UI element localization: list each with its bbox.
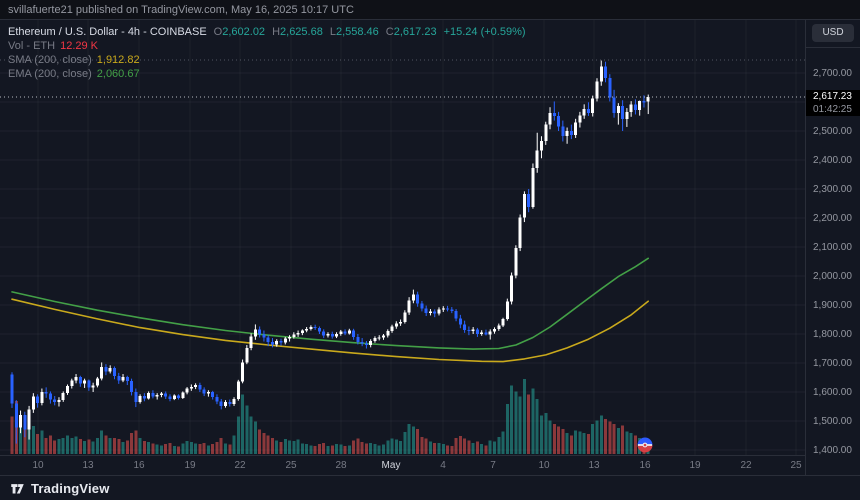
publish-info: svillafuerte21 published on TradingView.…: [8, 3, 354, 16]
chart-area[interactable]: Ethereum / U.S. Dollar - 4h - COINBASE O2…: [0, 20, 805, 475]
chart-main: Ethereum / U.S. Dollar - 4h - COINBASE O2…: [0, 20, 860, 475]
time-tick: 22: [234, 460, 246, 471]
price-tick: 1,900.00: [813, 300, 852, 311]
price-tick: 1,800.00: [813, 329, 852, 340]
sticker-icon: [637, 437, 653, 453]
price-tick: 2,500.00: [813, 126, 852, 137]
price-tick: 2,100.00: [813, 242, 852, 253]
price-tick: 1,500.00: [813, 416, 852, 427]
footer-bar: TradingView: [0, 475, 860, 500]
price-tick: 2,400.00: [813, 155, 852, 166]
time-tick: 4: [440, 460, 446, 471]
price-tick: 2,700.00: [813, 68, 852, 79]
time-tick: 19: [184, 460, 196, 471]
tradingview-logo-icon: [11, 483, 24, 493]
time-tick: 16: [639, 460, 651, 471]
time-tick: 25: [790, 460, 802, 471]
price-tick: 2,000.00: [813, 271, 852, 282]
time-tick: 13: [82, 460, 94, 471]
publish-info-bar: svillafuerte21 published on TradingView.…: [0, 0, 860, 20]
bar-countdown: 01:42:25: [813, 104, 852, 115]
price-axis[interactable]: USD 2,617.23 01:42:25 2,700.002,600.002,…: [805, 20, 860, 475]
time-tick: 10: [32, 460, 44, 471]
currency-button[interactable]: USD: [812, 24, 854, 42]
time-axis[interactable]: 10 13 16 19 22 25 28 May 4 7 10 13 16 19 22 25: [0, 455, 805, 475]
brand-name: TradingView: [31, 480, 110, 496]
price-tick: 1,600.00: [813, 387, 852, 398]
time-tick: 22: [740, 460, 752, 471]
last-price-value: 2,617.23: [813, 91, 852, 102]
price-chart[interactable]: [0, 20, 805, 455]
time-tick: 10: [538, 460, 550, 471]
time-tick: May: [381, 460, 401, 471]
time-tick: 13: [588, 460, 600, 471]
time-tick: 7: [490, 460, 496, 471]
price-tick: 2,200.00: [813, 213, 852, 224]
symbol-title[interactable]: Ethereum / U.S. Dollar - 4h - COINBASE: [8, 26, 207, 38]
time-tick: 16: [133, 460, 145, 471]
price-tick: 2,300.00: [813, 184, 852, 195]
axis-separator: [806, 47, 860, 48]
time-tick: 19: [689, 460, 701, 471]
last-price-label: 2,617.23 01:42:25: [806, 90, 860, 116]
time-tick: 28: [335, 460, 347, 471]
tradingview-logo[interactable]: TradingView: [10, 481, 110, 496]
price-tick: 1,400.00: [813, 445, 852, 456]
price-tick: 1,700.00: [813, 358, 852, 369]
time-tick: 25: [285, 460, 297, 471]
